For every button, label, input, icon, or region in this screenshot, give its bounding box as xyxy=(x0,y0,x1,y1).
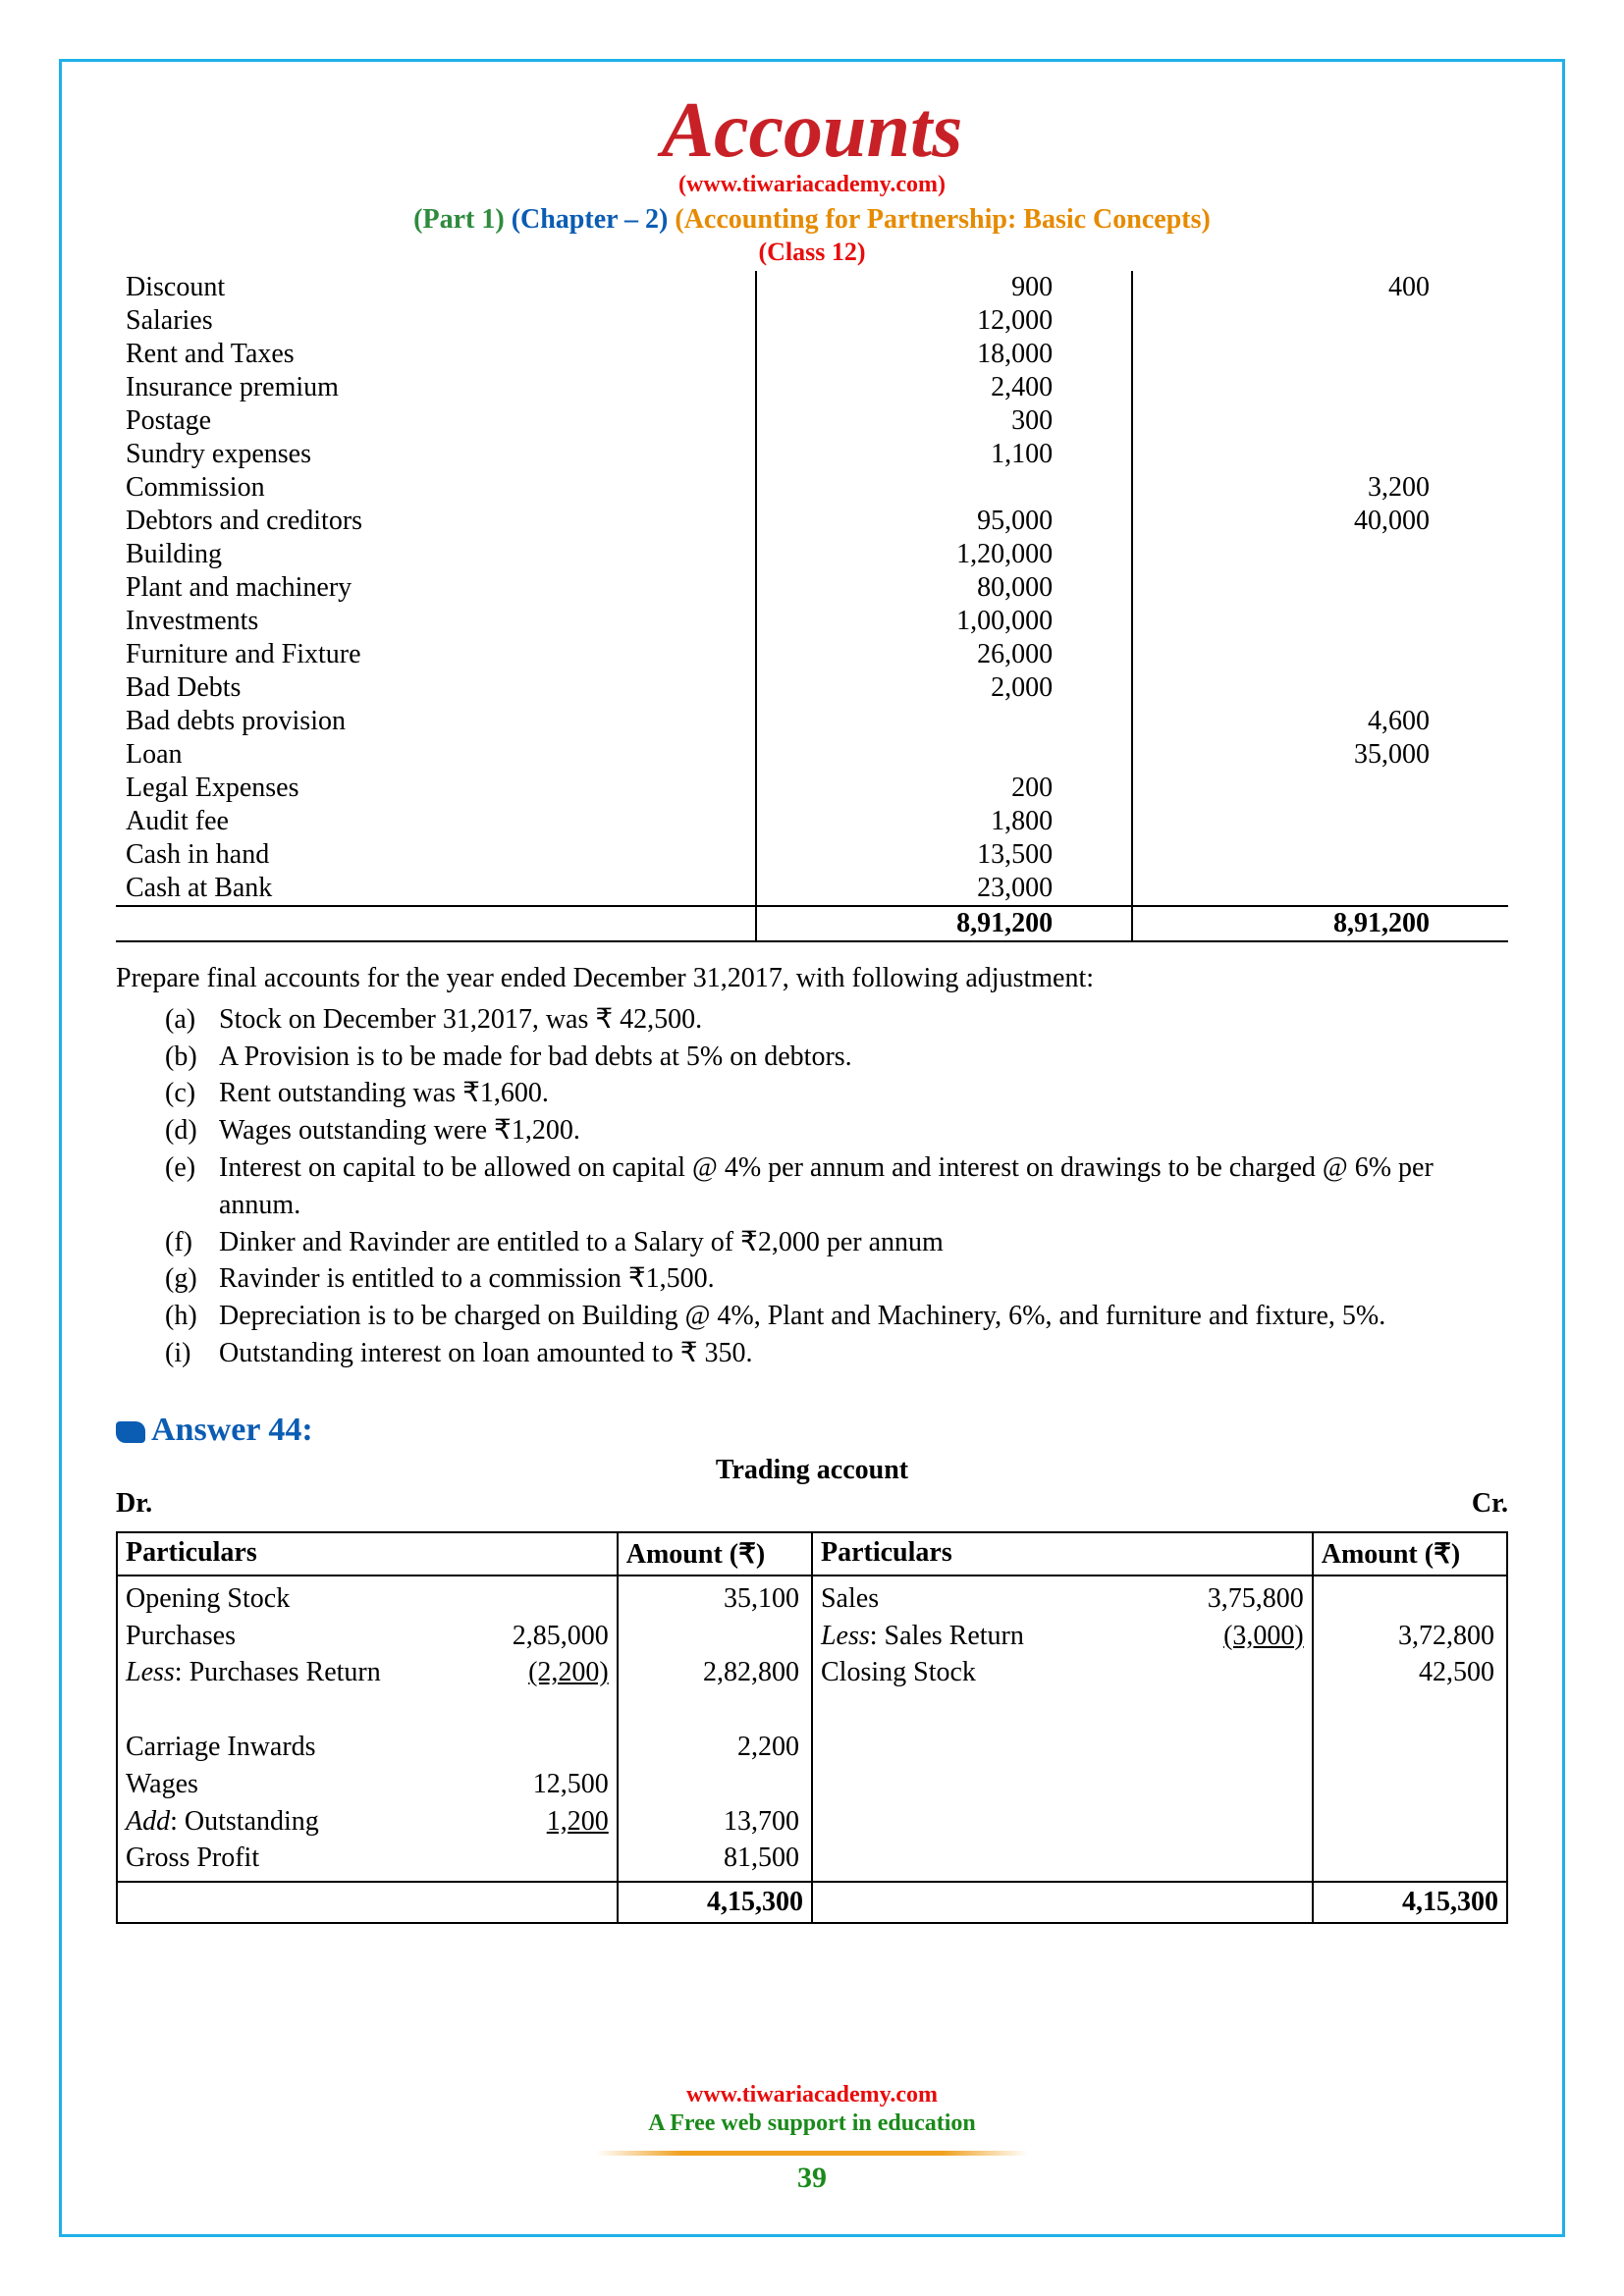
class-label: (Class 12) xyxy=(116,238,1508,267)
table-row: Postage300 xyxy=(116,404,1508,438)
trading-account-table: Particulars Amount (₹) Particulars Amoun… xyxy=(116,1531,1508,1924)
th-particulars-dr: Particulars xyxy=(117,1532,618,1575)
table-row: Sundry expenses1,100 xyxy=(116,438,1508,471)
dr-amount-cell: 35,100 2,82,800 2,200 13,700 81,500 xyxy=(618,1575,812,1882)
dr-label: Dr. xyxy=(116,1488,152,1520)
table-row: Debtors and creditors95,00040,000 xyxy=(116,505,1508,538)
table-row: Plant and machinery80,000 xyxy=(116,571,1508,605)
table-row: Commission3,200 xyxy=(116,471,1508,505)
table-row: Investments1,00,000 xyxy=(116,605,1508,638)
title: Accounts xyxy=(116,91,1508,170)
chapter-label: (Chapter – 2) xyxy=(512,204,669,235)
cr-particulars-cell: Sales3,75,800 Less: Sales Return(3,000) … xyxy=(812,1575,1313,1882)
cr-amount-cell: 3,72,800 42,500 xyxy=(1313,1575,1507,1882)
table-row: Opening Stock Purchases2,85,000 Less: Pu… xyxy=(117,1575,1507,1882)
table-row: Discount900400 xyxy=(116,271,1508,304)
total-row: 8,91,2008,91,200 xyxy=(116,906,1508,941)
th-amount-cr: Amount (₹) xyxy=(1313,1532,1507,1575)
table-row: Building1,20,000 xyxy=(116,538,1508,571)
cr-label: Cr. xyxy=(1472,1488,1508,1520)
table-row: Audit fee1,800 xyxy=(116,805,1508,838)
footer: www.tiwariacademy.com A Free web support… xyxy=(62,2082,1562,2195)
table-row: Bad debts provision4,600 xyxy=(116,705,1508,738)
dr-cr-row: Dr. Cr. xyxy=(116,1488,1508,1520)
dr-particulars-cell: Opening Stock Purchases2,85,000 Less: Pu… xyxy=(117,1575,618,1882)
chapter-line: (Part 1) (Chapter – 2) (Accounting for P… xyxy=(116,204,1508,236)
list-item: (f)Dinker and Ravinder are entitled to a… xyxy=(165,1224,1508,1261)
table-row: Insurance premium2,400 xyxy=(116,371,1508,404)
answer-label: Answer 44: xyxy=(151,1412,313,1448)
list-item: (h)Depreciation is to be charged on Buil… xyxy=(165,1298,1508,1335)
adjustments-list: (a)Stock on December 31,2017, was ₹ 42,5… xyxy=(116,1001,1508,1372)
footer-url: www.tiwariacademy.com xyxy=(62,2082,1562,2109)
table-row: Furniture and Fixture26,000 xyxy=(116,638,1508,671)
header-url: (www.tiwariacademy.com) xyxy=(116,172,1508,198)
footer-rule xyxy=(596,2151,1028,2156)
list-item: (a)Stock on December 31,2017, was ₹ 42,5… xyxy=(165,1001,1508,1039)
page-border: Accounts (www.tiwariacademy.com) (Part 1… xyxy=(59,59,1565,2237)
table-row: Legal Expenses200 xyxy=(116,772,1508,805)
trading-title: Trading account xyxy=(116,1455,1508,1486)
list-item: (g)Ravinder is entitled to a commission … xyxy=(165,1260,1508,1298)
trial-balance-table: Discount900400Salaries12,000Rent and Tax… xyxy=(116,271,1508,942)
page: Accounts (www.tiwariacademy.com) (Part 1… xyxy=(0,0,1624,2296)
table-row: Rent and Taxes18,000 xyxy=(116,338,1508,371)
list-item: (b)A Provision is to be made for bad deb… xyxy=(165,1039,1508,1076)
list-item: (d)Wages outstanding were ₹1,200. xyxy=(165,1112,1508,1149)
answer-icon xyxy=(116,1421,145,1443)
th-particulars-cr: Particulars xyxy=(812,1532,1313,1575)
th-amount-dr: Amount (₹) xyxy=(618,1532,812,1575)
page-number: 39 xyxy=(62,2162,1562,2195)
list-item: (c)Rent outstanding was ₹1,600. xyxy=(165,1075,1508,1112)
table-row: Bad Debts2,000 xyxy=(116,671,1508,705)
list-item: (e)Interest on capital to be allowed on … xyxy=(165,1149,1508,1224)
table-row: Salaries12,000 xyxy=(116,304,1508,338)
part-label: (Part 1) xyxy=(413,204,505,235)
answer-heading: Answer 44: xyxy=(116,1412,1508,1449)
list-item: (i)Outstanding interest on loan amounted… xyxy=(165,1335,1508,1372)
table-row: Cash at Bank23,000 xyxy=(116,872,1508,906)
total-row: 4,15,300 4,15,300 xyxy=(117,1882,1507,1923)
table-row: Loan35,000 xyxy=(116,738,1508,772)
table-row: Cash in hand13,500 xyxy=(116,838,1508,872)
chapter-title: (Accounting for Partnership: Basic Conce… xyxy=(675,204,1210,235)
footer-tagline: A Free web support in education xyxy=(62,2110,1562,2137)
question-text: Prepare final accounts for the year ende… xyxy=(116,960,1508,997)
